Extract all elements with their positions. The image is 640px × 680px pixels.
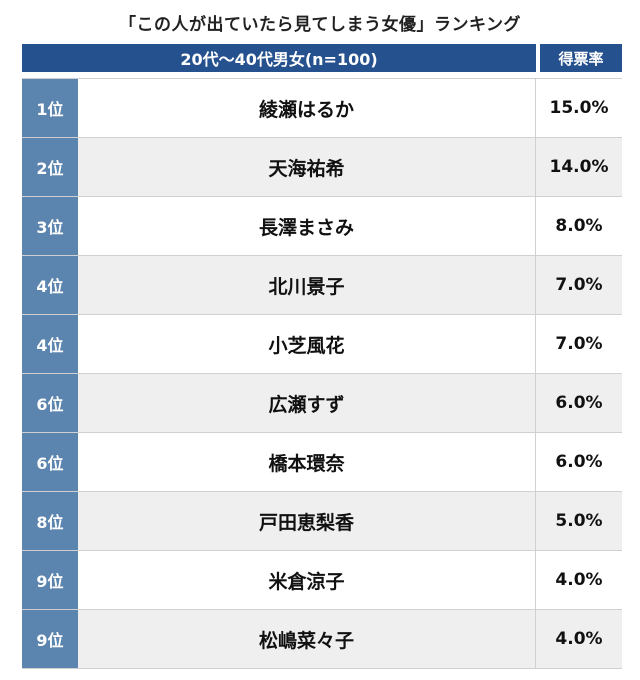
- rank-cell: 8位: [22, 492, 78, 550]
- table-row: 1位 綾瀬はるか 15.0%: [22, 78, 622, 138]
- actress-name-cell: 長澤まさみ: [78, 197, 536, 255]
- rank-cell: 6位: [22, 374, 78, 432]
- actress-name-cell: 小芝風花: [78, 315, 536, 373]
- table-row: 9位 米倉涼子 4.0%: [22, 551, 622, 610]
- vote-rate-cell: 6.0%: [555, 452, 603, 472]
- vote-rate-cell: 6.0%: [536, 374, 622, 432]
- ranking-table: 20代〜40代男女(n=100) 得票率 1位 綾瀬はるか 15.0% 2位 天海祐希 1…: [22, 44, 622, 669]
- table-row: 4位 北川景子 7.0%: [22, 256, 622, 315]
- actress-name-cell: 松嶋菜々子: [78, 610, 536, 668]
- table-header: 20代〜40代男女(n=100) 得票率: [22, 44, 622, 72]
- table-row: 8位 戸田恵梨香 5.0%: [22, 492, 622, 551]
- actress-name-cell: 北川景子: [78, 256, 536, 314]
- actress-name-cell: 戸田恵梨香: [78, 492, 536, 550]
- table-row: 3位 長澤まさみ 8.0%: [22, 197, 622, 256]
- chart-title: 「この人が出ていたら見てしまう女優」ランキング: [119, 15, 521, 35]
- rank-cell: 3位: [22, 197, 78, 255]
- actress-name-cell: 橋本環奈: [78, 433, 536, 491]
- rank-cell: 9位: [22, 610, 78, 668]
- rank-cell: 4位: [22, 256, 78, 314]
- rank-cell: 1位: [22, 79, 78, 137]
- actress-name-cell: 綾瀬はるか: [78, 79, 536, 137]
- rank-cell: 9位: [22, 551, 78, 609]
- rate-header: 得票率: [540, 44, 622, 72]
- table-row: 4位 小芝風花 7.0%: [22, 315, 622, 374]
- table-body: 1位 綾瀬はるか 15.0% 2位 天海祐希 14.0% 3位 長澤まさみ 8.0% 4位 北川景子…: [22, 78, 622, 669]
- vote-rate-cell: 15.0%: [549, 98, 609, 118]
- group-header: 20代〜40代男女(n=100): [22, 44, 536, 72]
- table-row: 6位 広瀬すず 6.0%: [22, 374, 622, 433]
- vote-rate-cell: 5.0%: [536, 492, 622, 550]
- vote-rate-cell: 7.0%: [536, 256, 622, 314]
- actress-name-cell: 天海祐希: [78, 138, 536, 196]
- vote-rate-cell: 7.0%: [555, 334, 603, 354]
- actress-name-cell: 米倉涼子: [78, 551, 536, 609]
- table-row: 2位 天海祐希 14.0%: [22, 138, 622, 197]
- vote-rate-cell: 4.0%: [555, 570, 603, 590]
- rank-cell: 2位: [22, 138, 78, 196]
- rank-cell: 6位: [22, 433, 78, 491]
- vote-rate-cell: 4.0%: [536, 610, 622, 668]
- rank-cell: 4位: [22, 315, 78, 373]
- vote-rate-cell: 8.0%: [555, 216, 603, 236]
- actress-name-cell: 広瀬すず: [78, 374, 536, 432]
- table-row: 9位 松嶋菜々子 4.0%: [22, 610, 622, 669]
- table-row: 6位 橋本環奈 6.0%: [22, 433, 622, 492]
- vote-rate-cell: 14.0%: [536, 138, 622, 196]
